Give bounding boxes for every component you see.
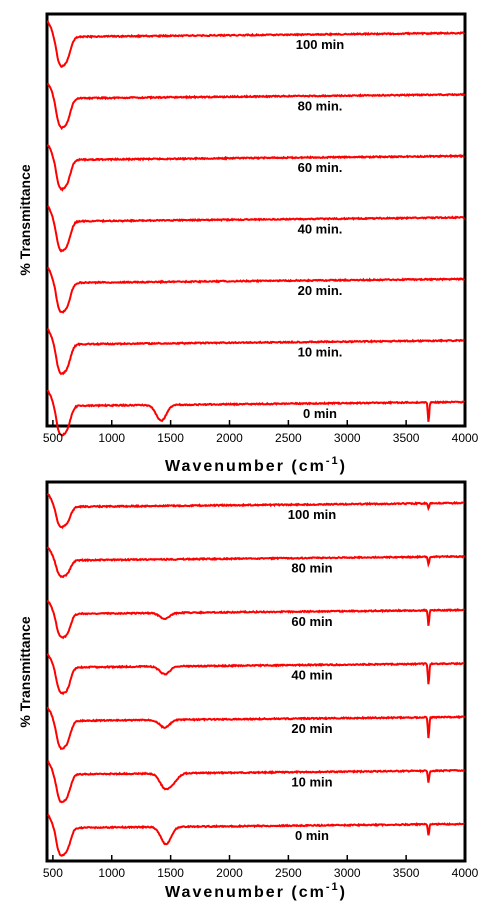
- spectrum-line: [46, 653, 465, 696]
- x-axis-ticks: 500 1000 1500 2000 2500 3000 3500 4000: [43, 855, 479, 880]
- x-tick-label: 3000: [334, 431, 361, 445]
- x-tick-label: 1000: [98, 431, 125, 445]
- series-label: 10 min: [291, 775, 332, 790]
- y-axis-label: % Transmittance: [17, 616, 33, 727]
- x-tick-label: 500: [43, 431, 63, 445]
- spectrum-line: [46, 546, 466, 579]
- spectrum-line: [46, 493, 465, 530]
- x-tick-label: 500: [43, 866, 63, 880]
- series-label: 80 min: [291, 561, 332, 576]
- chart-panel-bottom: 100 min 80 min 60 min 40 min 20 min 10 min 0 m…: [17, 480, 479, 901]
- series-label: 100 min: [288, 507, 336, 522]
- spectrum-line: [46, 266, 466, 314]
- series-label: 0 min: [295, 828, 329, 843]
- spectrum-line: [46, 706, 466, 751]
- spectrum-line: [47, 205, 466, 253]
- x-tick-label: 1000: [98, 866, 125, 880]
- x-tick-label: 4000: [452, 431, 479, 445]
- x-tick-label: 2500: [275, 866, 302, 880]
- spectrum-line: [47, 760, 466, 804]
- x-tick-label: 4000: [452, 866, 479, 880]
- series-label: 60 min.: [298, 160, 343, 175]
- series-label: 60 min: [291, 614, 332, 629]
- spectrum-line: [46, 20, 466, 68]
- series-label: 10 min.: [298, 345, 343, 360]
- x-tick-label: 1500: [157, 431, 184, 445]
- spectrum-line: [46, 389, 466, 437]
- series-label: 20 min: [291, 721, 332, 736]
- y-axis-label: % Transmittance: [17, 164, 33, 275]
- x-tick-label: 1500: [157, 866, 184, 880]
- x-axis-label: Wavenumber (cm-1): [165, 881, 347, 901]
- x-tick-label: 2000: [216, 431, 243, 445]
- x-tick-label: 2000: [216, 866, 243, 880]
- spectrum-line: [46, 328, 465, 376]
- series-labels: 100 min 80 min 60 min 40 min 20 min 10 min 0 m…: [288, 507, 336, 843]
- spectrum-line: [46, 82, 466, 131]
- x-tick-label: 3000: [334, 866, 361, 880]
- plot-frame: [45, 12, 467, 428]
- spectra-group: [46, 493, 466, 857]
- series-label: 80 min.: [298, 99, 343, 114]
- spectrum-line: [46, 144, 465, 192]
- chart-panel-top: 100 min 80 min. 60 min. 40 min. 20 min. 10 mi…: [17, 12, 479, 475]
- series-labels: 100 min 80 min. 60 min. 40 min. 20 min. 10 mi…: [296, 37, 344, 421]
- spectrum-line: [47, 813, 465, 857]
- x-tick-label: 3500: [393, 431, 420, 445]
- series-label: 40 min.: [298, 222, 343, 237]
- x-axis-label: Wavenumber (cm-1): [165, 455, 347, 475]
- spectrum-line: [46, 599, 465, 640]
- series-label: 0 min: [303, 406, 337, 421]
- series-label: 20 min.: [298, 283, 343, 298]
- x-axis-ticks: 500 1000 1500 2000 2500 3000 3500 4000: [43, 420, 479, 445]
- series-label: 100 min: [296, 37, 344, 52]
- series-label: 40 min: [291, 668, 332, 683]
- plot-frame: [45, 480, 467, 863]
- spectra-group: [46, 20, 466, 437]
- x-tick-label: 3500: [393, 866, 420, 880]
- x-tick-label: 2500: [275, 431, 302, 445]
